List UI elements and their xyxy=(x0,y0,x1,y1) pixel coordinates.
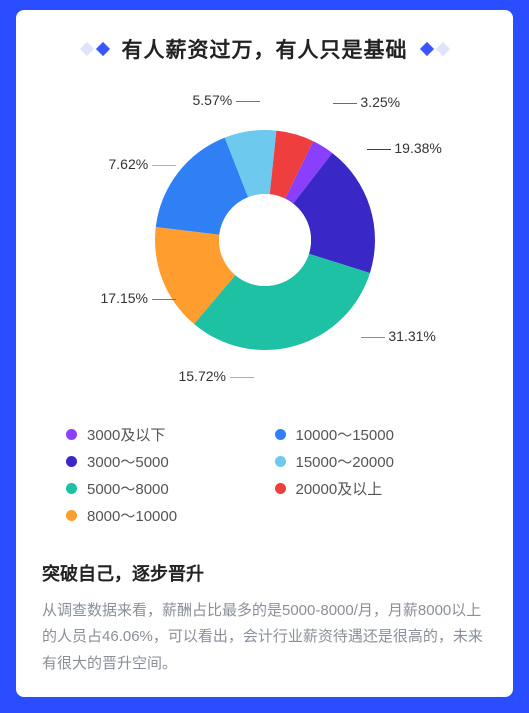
legend-dot-icon xyxy=(275,429,286,440)
pct-label: 19.38% xyxy=(367,140,442,156)
legend-dot-icon xyxy=(66,429,77,440)
info-card: 有人薪资过万，有人只是基础 3.25% 19.38% 31.31%15.72% … xyxy=(16,10,513,697)
pct-label: 17.15% xyxy=(101,290,176,306)
legend-dot-icon xyxy=(275,456,286,467)
legend-item: 5000～8000 xyxy=(66,478,275,499)
pct-label: 7.62% xyxy=(109,156,177,172)
donut-center xyxy=(219,194,311,286)
legend-label: 15000～20000 xyxy=(296,451,394,472)
page-title: 有人薪资过万，有人只是基础 xyxy=(122,34,408,64)
legend-item: 20000及以上 xyxy=(275,478,484,499)
description: 从调查数据来看，薪酬占比最多的是5000-8000/月，月薪8000以上的人员占… xyxy=(42,598,487,677)
diamond-icon xyxy=(79,42,93,56)
title-ornament-right xyxy=(422,44,448,54)
pct-label: 5.57% xyxy=(193,92,261,108)
donut-chart: 3.25% 19.38% 31.31%15.72% 17.15% 7.62% 5… xyxy=(105,80,425,400)
legend-label: 5000～8000 xyxy=(87,478,169,499)
legend-item: 3000及以下 xyxy=(66,424,275,445)
body-text: 突破自己，逐步晋升 从调查数据来看，薪酬占比最多的是5000-8000/月，月薪… xyxy=(36,560,493,677)
legend-label: 10000～15000 xyxy=(296,424,394,445)
legend-dot-icon xyxy=(66,456,77,467)
pct-label: 3.25% xyxy=(333,94,401,110)
title-row: 有人薪资过万，有人只是基础 xyxy=(36,34,493,64)
legend-label: 8000～10000 xyxy=(87,505,177,526)
legend-item: 3000～5000 xyxy=(66,451,275,472)
legend-label: 20000及以上 xyxy=(296,478,383,499)
legend: 3000及以下 3000～5000 5000～8000 8000～10000 1000… xyxy=(36,412,493,538)
diamond-icon xyxy=(435,42,449,56)
legend-dot-icon xyxy=(66,510,77,521)
legend-label: 3000～5000 xyxy=(87,451,169,472)
pct-label: 31.31% xyxy=(361,328,436,344)
legend-item: 8000～10000 xyxy=(66,505,275,526)
diamond-icon xyxy=(95,42,109,56)
donut-svg xyxy=(105,80,425,400)
legend-dot-icon xyxy=(275,483,286,494)
legend-item: 10000～15000 xyxy=(275,424,484,445)
title-ornament-left xyxy=(82,44,108,54)
diamond-icon xyxy=(419,42,433,56)
legend-item: 15000～20000 xyxy=(275,451,484,472)
subheading: 突破自己，逐步晋升 xyxy=(42,560,487,586)
legend-dot-icon xyxy=(66,483,77,494)
pct-label: 15.72% xyxy=(179,368,254,384)
legend-label: 3000及以下 xyxy=(87,424,165,445)
